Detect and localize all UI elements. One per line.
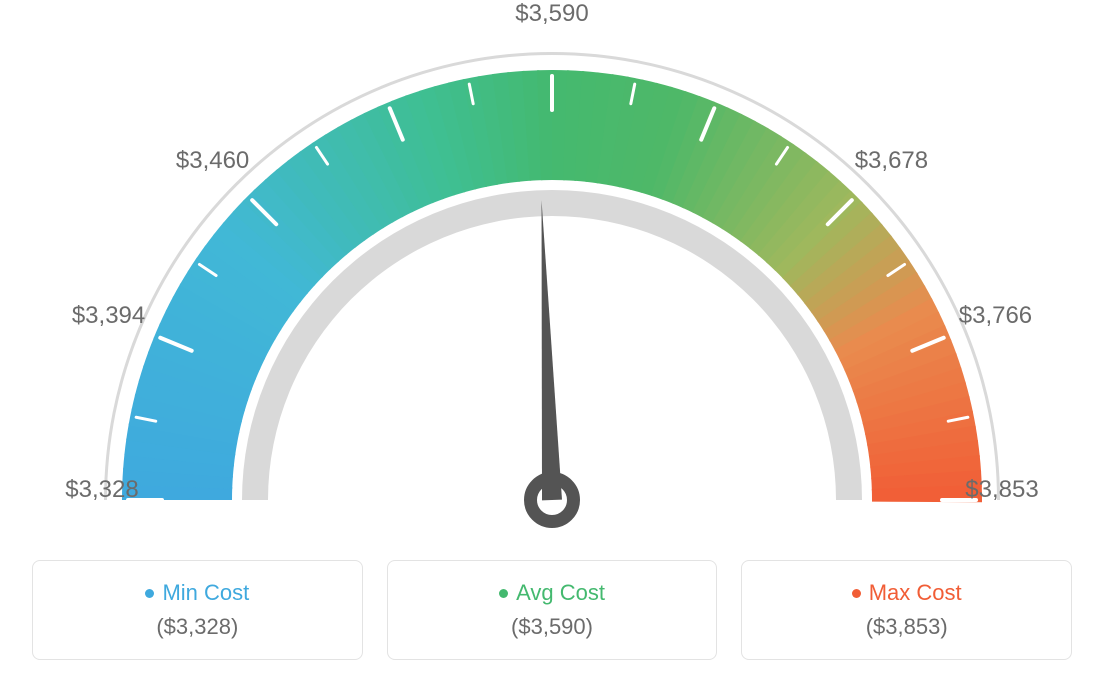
dot-icon xyxy=(499,589,508,598)
legend-title-max: Max Cost xyxy=(852,580,962,606)
legend-row: Min Cost ($3,328) Avg Cost ($3,590) Max … xyxy=(0,560,1104,660)
gauge-tick-label: $3,460 xyxy=(176,147,249,175)
gauge-tick-label: $3,590 xyxy=(515,0,588,28)
legend-card-min: Min Cost ($3,328) xyxy=(32,560,363,660)
gauge-tick-label: $3,678 xyxy=(855,147,928,175)
gauge-tick-label: $3,766 xyxy=(959,302,1032,330)
dot-icon xyxy=(852,589,861,598)
gauge-tick-label: $3,394 xyxy=(72,302,145,330)
legend-value-max: ($3,853) xyxy=(866,614,948,640)
gauge-tick-label: $3,853 xyxy=(965,476,1038,504)
gauge-svg xyxy=(0,0,1104,560)
legend-value-min: ($3,328) xyxy=(156,614,238,640)
legend-label: Avg Cost xyxy=(516,580,605,606)
dot-icon xyxy=(145,589,154,598)
legend-card-avg: Avg Cost ($3,590) xyxy=(387,560,718,660)
legend-label: Max Cost xyxy=(869,580,962,606)
legend-value-avg: ($3,590) xyxy=(511,614,593,640)
legend-label: Min Cost xyxy=(162,580,249,606)
legend-card-max: Max Cost ($3,853) xyxy=(741,560,1072,660)
gauge-tick-label: $3,328 xyxy=(65,476,138,504)
gauge-chart: $3,328 $3,394 $3,460 $3,590 $3,678 $3,766 $3,8… xyxy=(0,0,1104,560)
legend-title-avg: Avg Cost xyxy=(499,580,605,606)
legend-title-min: Min Cost xyxy=(145,580,249,606)
